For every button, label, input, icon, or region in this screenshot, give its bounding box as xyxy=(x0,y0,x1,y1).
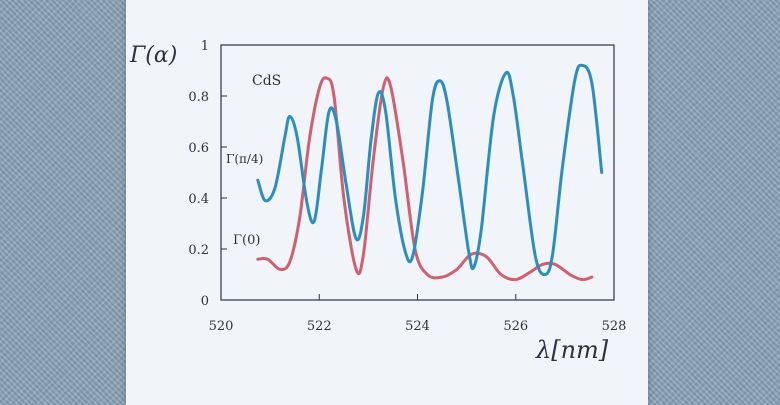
y-tick-label: 0 xyxy=(201,294,209,309)
series-label-gamma-pi4: Γ(π/4) xyxy=(226,152,263,166)
y-tick-label: 1 xyxy=(201,39,209,54)
series-line-gamma-pi4 xyxy=(256,63,604,277)
line-chart: 520 522 524 526 528 0 0.2 0.4 0.6 0.8 1 Γ(α) λ[nm]… xyxy=(129,39,626,364)
tick-group: 520 522 524 526 528 0 0.2 0.4 0.6 0.8 1 xyxy=(188,39,626,334)
y-tick-label: 0.6 xyxy=(188,141,209,156)
x-tick-label: 526 xyxy=(503,319,528,334)
y-tick-label: 0.2 xyxy=(188,243,209,258)
x-tick-label: 520 xyxy=(209,319,234,334)
paper-sheet: 520 522 524 526 528 0 0.2 0.4 0.6 0.8 1 Γ(α) λ[nm]… xyxy=(126,0,648,405)
y-tick-label: 0.8 xyxy=(188,90,209,105)
annotation-cds: CdS xyxy=(252,73,281,89)
x-tick-label: 528 xyxy=(602,319,627,334)
x-axis-label: λ[nm] xyxy=(535,336,609,364)
x-tick-label: 524 xyxy=(405,319,430,334)
y-axis-label: Γ(α) xyxy=(129,43,177,68)
series-group xyxy=(256,63,604,282)
x-tick-label: 522 xyxy=(307,319,332,334)
series-label-gamma-0: Γ(0) xyxy=(233,233,260,248)
y-tick-label: 0.4 xyxy=(188,192,209,207)
series-line-gamma-0 xyxy=(256,76,594,282)
